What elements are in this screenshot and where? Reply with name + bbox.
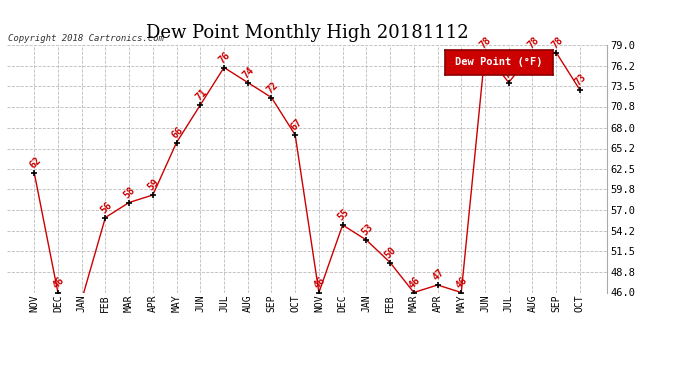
Text: 55: 55 <box>336 207 351 223</box>
Text: 72: 72 <box>264 80 280 95</box>
Text: 58: 58 <box>122 185 137 200</box>
Text: 46: 46 <box>407 275 422 290</box>
Text: 56: 56 <box>99 200 114 215</box>
Text: 74: 74 <box>502 65 518 80</box>
Text: 46: 46 <box>312 275 327 290</box>
Text: 47: 47 <box>431 267 446 283</box>
Text: 76: 76 <box>217 50 233 65</box>
Text: 50: 50 <box>383 245 399 260</box>
Text: 73: 73 <box>573 72 589 88</box>
Text: Copyright 2018 Cartronics.com: Copyright 2018 Cartronics.com <box>8 33 164 42</box>
Text: 62: 62 <box>27 155 43 170</box>
Title: Dew Point Monthly High 20181112: Dew Point Monthly High 20181112 <box>146 24 469 42</box>
Text: 59: 59 <box>146 177 161 193</box>
Text: 71: 71 <box>193 87 208 103</box>
Text: 78: 78 <box>526 35 541 50</box>
Text: 67: 67 <box>288 117 304 133</box>
Text: 53: 53 <box>359 222 375 238</box>
Text: 78: 78 <box>549 35 564 50</box>
Text: 66: 66 <box>170 125 185 140</box>
Text: 46: 46 <box>51 275 66 290</box>
Text: 45: 45 <box>0 374 1 375</box>
Text: 78: 78 <box>478 35 493 50</box>
Text: 74: 74 <box>241 65 256 80</box>
Text: 46: 46 <box>454 275 470 290</box>
